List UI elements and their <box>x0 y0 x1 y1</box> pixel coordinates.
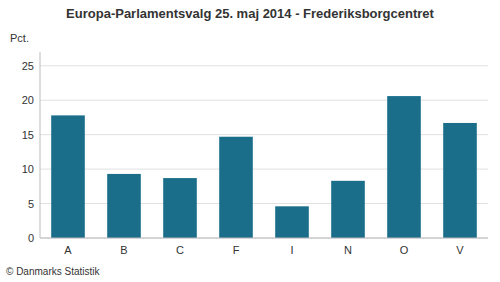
y-tick-label: 0 <box>28 232 34 244</box>
bar <box>219 137 253 238</box>
x-tick-label: I <box>290 244 293 256</box>
x-tick-label: A <box>64 244 72 256</box>
x-tick-label: C <box>176 244 184 256</box>
bar <box>51 115 85 238</box>
y-tick-label: 25 <box>22 60 34 72</box>
x-axis-line <box>40 238 488 239</box>
y-tick-label: 15 <box>22 129 34 141</box>
y-tick-label: 5 <box>28 198 34 210</box>
x-tick-label: N <box>344 244 352 256</box>
x-tick-label: B <box>120 244 127 256</box>
x-tick-label: O <box>400 244 409 256</box>
y-axis-label: Pct. <box>10 32 29 44</box>
footer: © Danmarks Statistik <box>6 266 101 277</box>
bars <box>51 96 477 238</box>
grid <box>40 66 488 238</box>
bar <box>387 96 421 238</box>
bar <box>331 181 365 238</box>
bar <box>443 123 477 238</box>
bar <box>163 178 197 238</box>
x-ticks: ABCFINOV <box>64 244 464 256</box>
y-ticks: 0 5 10 15 20 25 <box>22 60 34 244</box>
grid-line <box>40 238 488 239</box>
y-tick-label: 20 <box>22 94 34 106</box>
bar <box>275 206 309 238</box>
bar <box>107 174 141 238</box>
y-axis-line <box>40 52 41 238</box>
x-tick-label: V <box>456 244 464 256</box>
chart-svg: Europa-Parlamentsvalg 25. maj 2014 - Fre… <box>0 0 500 282</box>
chart-container: Europa-Parlamentsvalg 25. maj 2014 - Fre… <box>0 0 500 282</box>
y-tick-label: 10 <box>22 163 34 175</box>
title: Europa-Parlamentsvalg 25. maj 2014 - Fre… <box>66 6 434 21</box>
grid-line <box>40 65 488 66</box>
x-tick-label: F <box>233 244 240 256</box>
